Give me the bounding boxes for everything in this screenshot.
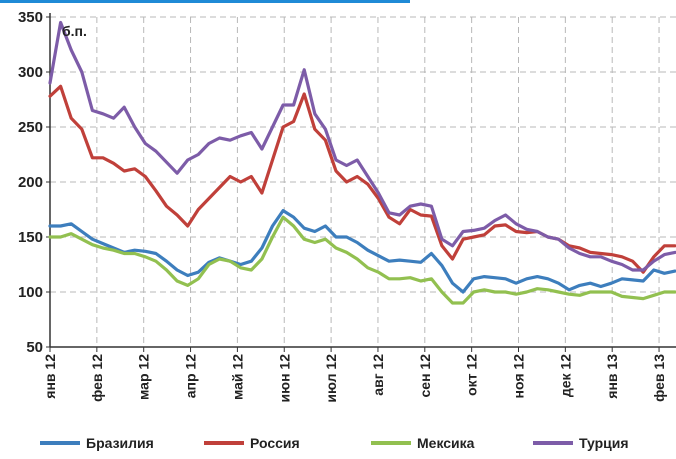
grid	[50, 16, 676, 347]
x-tick-label: янв 12	[42, 354, 58, 399]
x-tick-label: ноя 12	[511, 354, 527, 399]
x-tick-label: апр 12	[183, 354, 199, 398]
x-tick-label: сен 12	[417, 354, 433, 398]
x-tick-label: июл 12	[323, 354, 339, 403]
legend-label: Турция	[579, 435, 629, 451]
x-axis-ticks: янв 12 фев 12 мар 12 апр 12 май 12 июн 12 июл …	[42, 347, 667, 403]
x-tick-label: фев 12	[89, 354, 105, 402]
x-tick-label: авг 12	[370, 354, 386, 396]
x-tick-label: янв 13	[604, 354, 620, 399]
series-line	[48, 20, 676, 272]
series-line	[48, 215, 676, 305]
x-tick-label: окт 12	[464, 354, 480, 396]
x-tick-label: фев 13	[651, 354, 667, 402]
axes	[49, 13, 676, 348]
x-tick-label: май 12	[229, 354, 245, 400]
series-line	[48, 84, 676, 274]
legend-label: Россия	[250, 435, 300, 451]
x-tick-label: мар 12	[136, 354, 152, 400]
y-tick-label: 200	[18, 174, 43, 191]
y-tick-label: 100	[18, 284, 43, 301]
y-tick-label: 300	[18, 64, 43, 81]
y-tick-label: 350	[18, 9, 43, 26]
unit-label: б.п.	[62, 23, 87, 39]
x-tick-label: дек 12	[557, 354, 573, 397]
title-rule	[0, 0, 410, 3]
y-axis-ticks: 50 100 150 200 250 300 350	[18, 9, 50, 356]
legend: Бразилия Россия Мексика Турция	[40, 435, 629, 451]
y-tick-label: 250	[18, 119, 43, 136]
x-tick-label: июн 12	[276, 354, 292, 403]
series-lines	[48, 20, 676, 305]
legend-label: Бразилия	[86, 435, 154, 451]
y-tick-label: 50	[26, 339, 43, 356]
y-tick-label: 150	[18, 229, 43, 246]
series-line	[48, 209, 676, 294]
legend-label: Мексика	[417, 435, 475, 451]
